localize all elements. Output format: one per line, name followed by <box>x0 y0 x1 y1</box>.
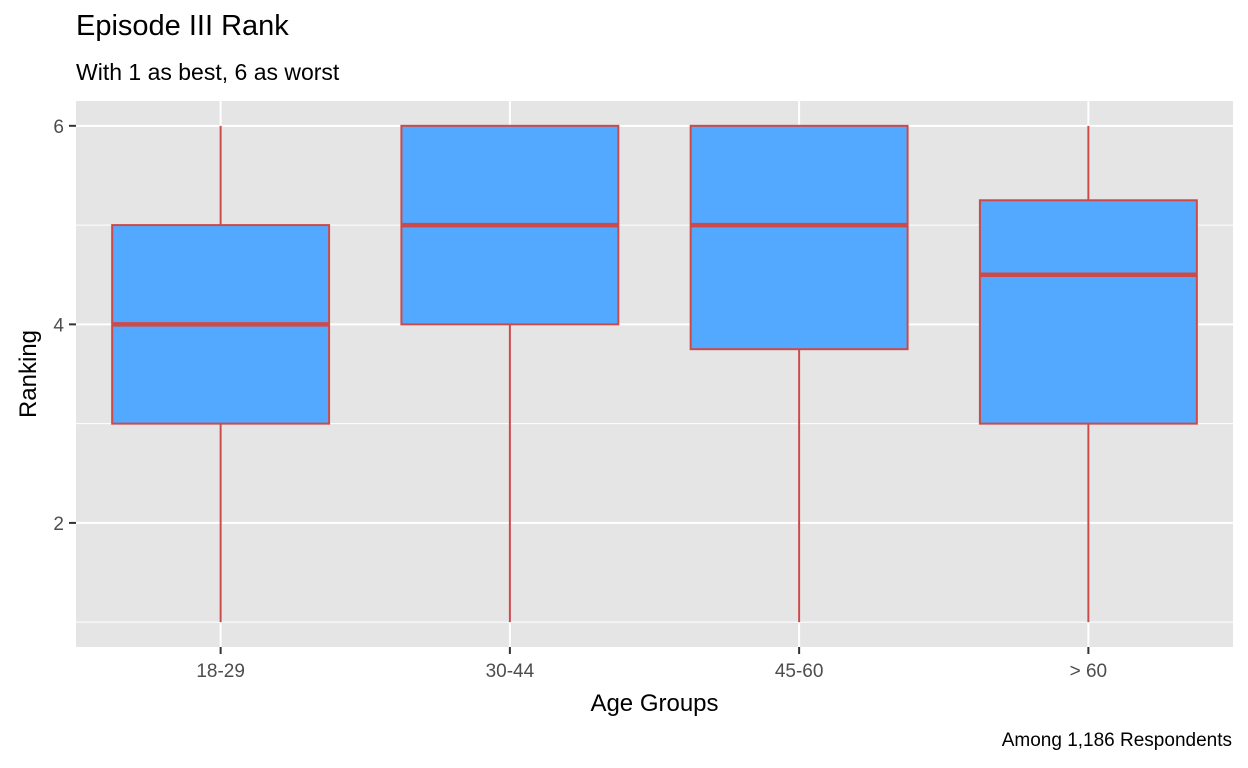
box-45-60 <box>689 124 909 623</box>
chart-caption: Among 1,186 Respondents <box>1001 730 1232 751</box>
x-tick-label: > 60 <box>1070 661 1108 682</box>
y-axis: 2 4 6 <box>53 117 76 535</box>
box-60 <box>978 125 1198 623</box>
box-iqr <box>689 124 909 351</box>
x-axis: 18-29 30-44 45-60 > 60 <box>196 647 1107 682</box>
box-iqr <box>978 199 1198 425</box>
y-tick-label: 6 <box>53 117 64 138</box>
box-18-29 <box>111 125 331 623</box>
chart-subtitle: With 1 as best, 6 as worst <box>76 59 340 85</box>
y-tick-label: 2 <box>53 514 64 535</box>
x-tick-label: 30-44 <box>486 661 535 682</box>
y-tick-label: 4 <box>53 315 64 336</box>
y-axis-title: Ranking <box>15 330 42 418</box>
box-group <box>111 124 1198 623</box>
x-tick-label: 45-60 <box>775 661 824 682</box>
box-30-44 <box>400 124 620 623</box>
x-tick-label: 18-29 <box>196 661 245 682</box>
x-axis-title: Age Groups <box>590 690 718 717</box>
chart-title: Episode III Rank <box>76 10 289 42</box>
